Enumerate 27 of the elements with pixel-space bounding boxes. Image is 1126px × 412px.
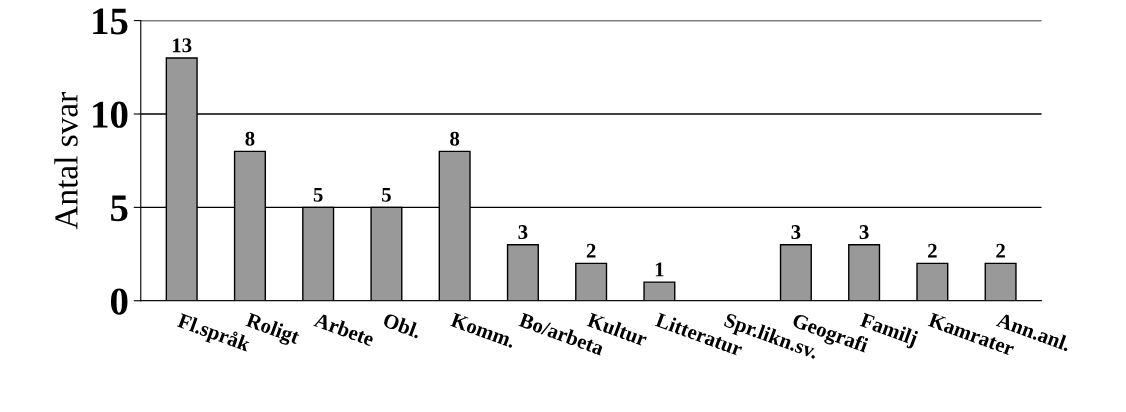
data-label: 3: [791, 225, 801, 240]
y-axis-title: Antal svar: [54, 92, 78, 230]
bar: [984, 262, 1017, 301]
data-label: 2: [996, 243, 1005, 258]
bar: [506, 244, 539, 301]
data-label: 5: [382, 187, 391, 202]
data-label: 13: [172, 38, 192, 53]
y-tick-label: 5: [111, 195, 128, 222]
data-label: 1: [655, 262, 664, 277]
x-tick-label: Komm.: [449, 312, 517, 349]
data-label: 3: [859, 225, 869, 240]
data-label: 8: [450, 131, 460, 146]
y-tick-label: 10: [93, 101, 128, 128]
data-label: 8: [245, 131, 255, 146]
bar: [575, 262, 608, 301]
data-label: 5: [313, 187, 323, 202]
data-label: 2: [586, 243, 596, 258]
data-label: 2: [928, 243, 937, 258]
bar: [779, 244, 812, 301]
bar: [643, 281, 676, 301]
x-tick-label: Arbete: [313, 311, 376, 347]
y-tick-label: 0: [110, 288, 128, 315]
data-label: 3: [518, 225, 528, 240]
bar: [916, 262, 949, 301]
y-tick-label: 15: [93, 8, 128, 35]
bar: [848, 244, 881, 301]
x-tick-label: Obl.: [382, 312, 423, 339]
